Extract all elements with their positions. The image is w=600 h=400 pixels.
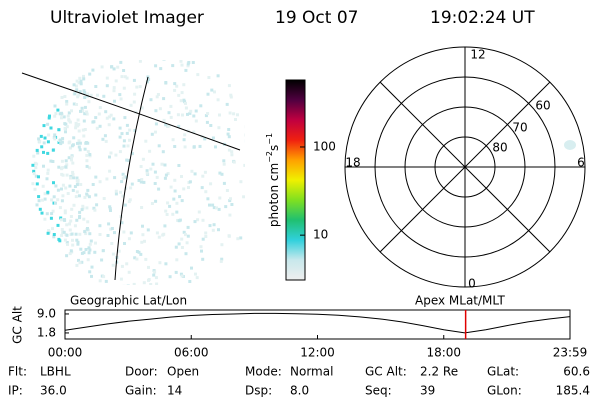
x-tick-label: 18:00 — [426, 346, 461, 360]
info-label: GC Alt: — [365, 365, 407, 379]
lat-line — [21, 72, 241, 151]
x-tick-label: 06:00 — [174, 346, 209, 360]
info: Flt: LBHL Door: Open Mode: Normal GC Alt: 2.2 R… — [8, 365, 590, 398]
altitude-panel: 9.0 1.8 00:00 06:00 12:00 18:00 23:59 — [37, 306, 587, 359]
lon-line — [114, 76, 149, 281]
info-label: GLon: — [487, 384, 522, 398]
info-label: Seq: — [365, 384, 392, 398]
title: Ultraviolet Imager — [50, 8, 204, 28]
mlat-label: 70 — [512, 121, 527, 135]
info-label: Flt: — [8, 365, 27, 379]
x-tick-label: 00:00 — [48, 346, 83, 360]
info-label: Mode: — [245, 365, 282, 379]
mlat-label: 80 — [492, 141, 507, 155]
info-value: Open — [167, 365, 199, 379]
colorbar: 10 100 — [285, 79, 336, 281]
info-value: 39 — [420, 384, 435, 398]
info-label: Dsp: — [245, 384, 272, 398]
mlt-label: 12 — [470, 48, 485, 62]
info-value: 185.4 — [556, 384, 590, 398]
colorbar-fill — [285, 79, 306, 281]
info-value: 60.6 — [563, 365, 590, 379]
x-tick-label: 23:59 — [553, 346, 588, 360]
info-value: Normal — [290, 365, 333, 379]
polar-grid — [344, 46, 586, 288]
y-tick-label: 1.8 — [37, 325, 56, 339]
altitude-line — [64, 312, 571, 334]
panel-label: Apex MLat/MLT — [415, 294, 505, 308]
x-tick-label: 12:00 — [300, 346, 335, 360]
info-value: 2.2 Re — [420, 365, 458, 379]
info-value: LBHL — [40, 365, 71, 379]
mlt-label: 0 — [468, 277, 476, 291]
info-label: GLat: — [487, 365, 519, 379]
colorbar-tick-label: 100 — [313, 139, 336, 153]
mlt-label: 6 — [577, 156, 585, 170]
info-value: 14 — [167, 384, 182, 398]
uv-image — [31, 60, 245, 285]
info-label: IP: — [8, 384, 23, 398]
info-label: Door: — [125, 365, 158, 379]
y-axis-label: GC Alt — [11, 306, 25, 344]
colorbar-label: photon cm−2s−1 — [265, 133, 281, 227]
info-value: 36.0 — [40, 384, 67, 398]
time: 19:02:24 UT — [430, 8, 535, 28]
date: 19 Oct 07 — [275, 8, 358, 28]
info-value: 8.0 — [290, 384, 309, 398]
mlt-label: 18 — [345, 156, 360, 170]
info-label: Gain: — [125, 384, 157, 398]
colorbar-tick-label: 10 — [313, 228, 328, 242]
panel-label: Geographic Lat/Lon — [70, 294, 187, 308]
y-tick-label: 9.0 — [37, 306, 56, 320]
mlat-label: 60 — [535, 99, 550, 113]
